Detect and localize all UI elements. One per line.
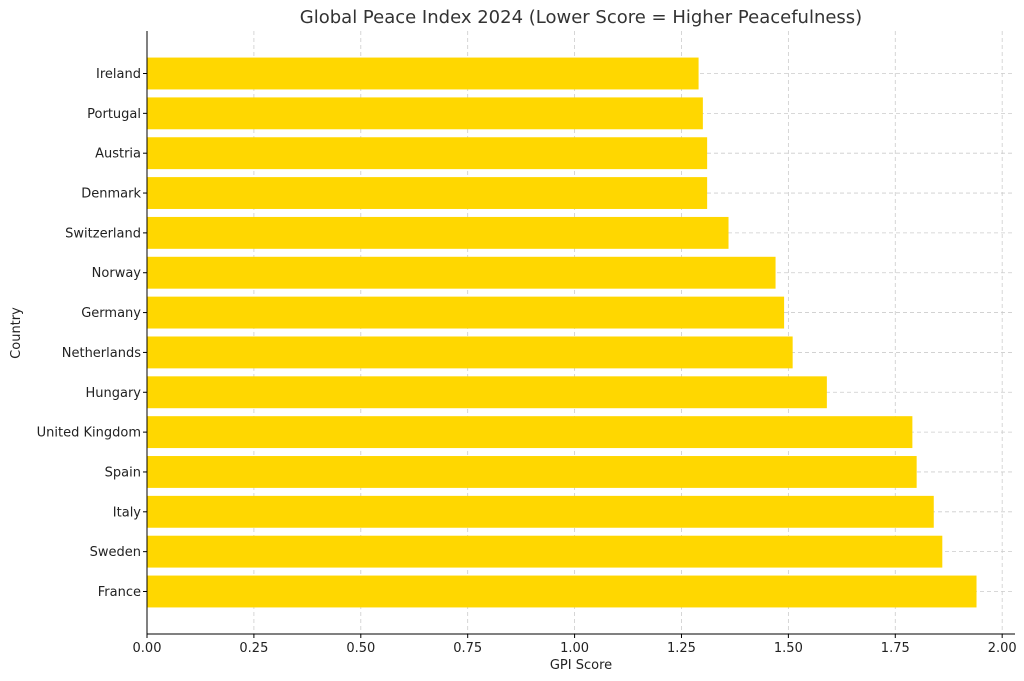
bars	[147, 57, 977, 608]
x-tick-label: 1.75	[881, 641, 910, 656]
x-tick-label: 0.75	[453, 641, 482, 656]
x-tick-label: 0.00	[133, 641, 162, 656]
bar-spain	[147, 456, 917, 488]
bar-austria	[147, 137, 708, 170]
bar-hungary	[147, 376, 827, 409]
y-tick-label: Portugal	[87, 107, 141, 122]
bar-netherlands	[147, 336, 793, 369]
x-tick-label: 1.00	[560, 641, 589, 656]
x-tick-labels: 0.00 0.25 0.50 0.75 1.00 1.25 1.50 1.75 2.00	[133, 634, 1017, 656]
y-tick-label: France	[98, 585, 141, 600]
y-tick-label: Denmark	[81, 187, 141, 202]
x-tick-label: 2.00	[988, 641, 1017, 656]
bar-united-kingdom	[147, 416, 913, 449]
y-axis-label: Country	[9, 307, 24, 359]
y-tick-label: Norway	[92, 266, 142, 281]
bar-germany	[147, 296, 785, 329]
bar-italy	[147, 495, 934, 528]
x-tick-label: 1.50	[774, 641, 803, 656]
y-tick-label: Sweden	[90, 545, 141, 560]
y-tick-label: Hungary	[85, 386, 141, 401]
x-tick-label: 0.50	[346, 641, 375, 656]
bar-ireland	[147, 57, 699, 90]
y-tick-label: Germany	[81, 306, 141, 321]
y-tick-label: Netherlands	[62, 346, 141, 361]
bar-norway	[147, 256, 776, 289]
y-tick-label: Spain	[105, 465, 141, 480]
chart-title: Global Peace Index 2024 (Lower Score = H…	[300, 7, 862, 28]
bar-portugal	[147, 97, 703, 130]
bar-france	[147, 575, 977, 608]
y-tick-label: Switzerland	[65, 226, 141, 241]
x-axis-label: GPI Score	[550, 658, 612, 673]
y-tick-label: United Kingdom	[37, 426, 141, 441]
y-tick-label: Austria	[95, 147, 141, 162]
y-tick-label: Ireland	[96, 67, 141, 82]
x-tick-label: 1.25	[667, 641, 696, 656]
y-tick-labels: Ireland Portugal Austria Denmark Switzerland…	[37, 67, 147, 600]
bar-sweden	[147, 535, 943, 568]
bar-denmark	[147, 177, 708, 209]
x-tick-label: 0.25	[239, 641, 268, 656]
bar-switzerland	[147, 216, 729, 249]
y-tick-label: Italy	[113, 505, 142, 520]
